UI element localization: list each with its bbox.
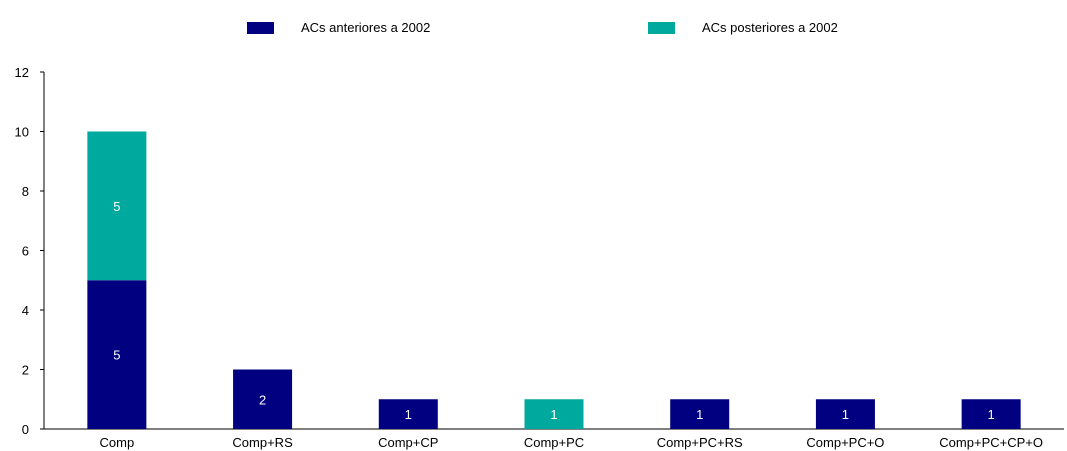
bar-value-label-comp-pc-cp-o-series-1: 1	[988, 407, 995, 422]
x-tick-label-comp-pc-rs: Comp+PC+RS	[657, 435, 743, 450]
bar-value-label-comp-pc-rs-series-1: 1	[696, 407, 703, 422]
legend-swatch-2	[648, 22, 675, 34]
bar-value-label-comp-series-1: 5	[113, 348, 120, 363]
bar-value-label-comp-series-2: 5	[113, 199, 120, 214]
x-axis: Comp Comp+RS Comp+CP Comp+PC Comp+PC+RS Comp+…	[44, 429, 1064, 450]
bar-value-label-comp-cp-series-1: 1	[405, 407, 412, 422]
x-tick-label-comp-pc-o: Comp+PC+O	[806, 435, 884, 450]
x-tick-label-comp-pc: Comp+PC	[524, 435, 584, 450]
y-tick-label-12: 12	[15, 65, 29, 80]
x-tick-label-comp-rs: Comp+RS	[232, 435, 293, 450]
y-tick-label-6: 6	[22, 244, 29, 259]
y-tick-label-8: 8	[22, 184, 29, 199]
bar-value-label-comp-rs-series-1: 2	[259, 392, 266, 407]
y-tick-label-4: 4	[22, 303, 29, 318]
legend-swatch-1	[247, 22, 274, 34]
y-axis: 0 2 4 6 8 10 12	[15, 65, 44, 437]
y-tick-label-10: 10	[15, 125, 29, 140]
legend-label-1: ACs anteriores a 2002	[301, 20, 430, 35]
x-tick-label-comp-cp: Comp+CP	[378, 435, 438, 450]
bar-value-label-comp-pc-series-2: 1	[550, 407, 557, 422]
x-tick-label-comp: Comp	[100, 435, 135, 450]
bar-value-label-comp-pc-o-series-1: 1	[842, 407, 849, 422]
y-tick-label-0: 0	[22, 422, 29, 437]
legend: ACs anteriores a 2002 ACs posteriores a 2…	[247, 20, 838, 35]
legend-label-2: ACs posteriores a 2002	[702, 20, 838, 35]
y-tick-label-2: 2	[22, 363, 29, 378]
x-tick-label-comp-pc-cp-o: Comp+PC+CP+O	[939, 435, 1043, 450]
bars: 5 5 2 1 1 1 1 1	[87, 132, 1020, 430]
